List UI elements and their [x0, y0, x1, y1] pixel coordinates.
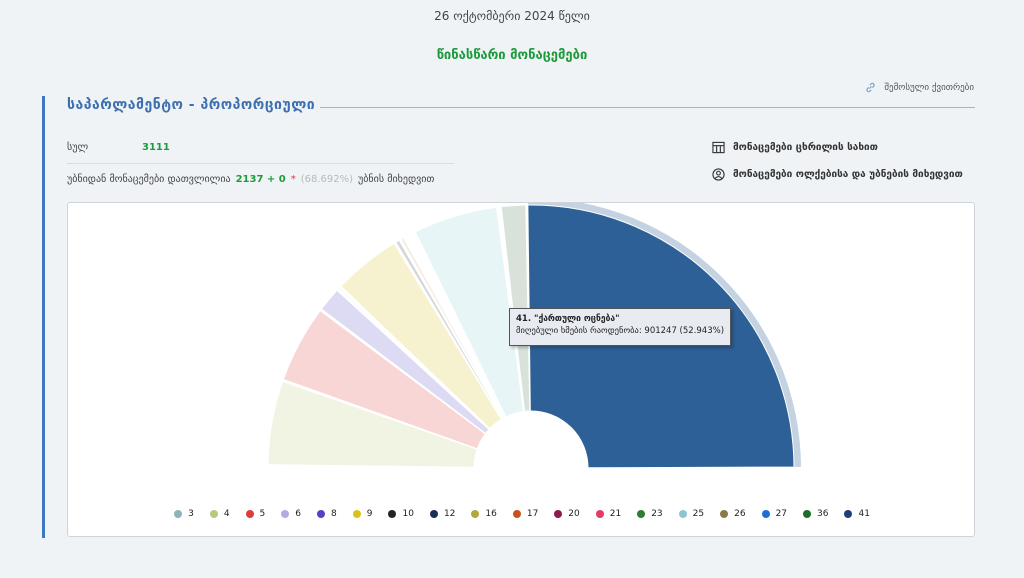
chart-container: 41. "ქართული ოცნება" მიღებული ხმების რაო…	[67, 202, 975, 537]
legend-label-12: 12	[443, 509, 456, 519]
legend-item-6[interactable]: 6	[281, 509, 301, 519]
legend-label-4: 4	[223, 509, 230, 519]
legend-dot-41	[844, 510, 853, 518]
legend-label-3: 3	[188, 509, 194, 519]
legend-item-9[interactable]: 9	[352, 509, 373, 519]
counted-row: უბნიდან მონაცემები დათვლილია 2137 + 0 * …	[67, 174, 434, 185]
legend-label-9: 9	[366, 509, 373, 519]
legend-item-12[interactable]: 12	[429, 509, 456, 519]
legend-label-26: 26	[734, 509, 746, 519]
legend-label-36: 36	[817, 509, 829, 519]
table-view-label: მონაცემები ცხრილის სახით	[733, 142, 878, 153]
legend-dot-36	[803, 510, 812, 518]
legend-dot-27	[761, 510, 770, 518]
legend-item-27[interactable]: 27	[761, 509, 788, 519]
legend-dot-6	[281, 510, 290, 518]
legend-label-21: 21	[609, 509, 622, 519]
legend-item-3[interactable]: 3	[174, 509, 194, 519]
counted-label: უბნიდან მონაცემები დათვლილია	[67, 174, 231, 185]
legend-item-16[interactable]: 16	[471, 509, 497, 519]
legend-label-41: 41	[858, 509, 870, 519]
legend-label-5: 5	[259, 509, 266, 519]
legend-label-20: 20	[568, 509, 580, 519]
slice-4[interactable]	[267, 380, 478, 468]
legend-label-10: 10	[402, 509, 414, 519]
date-label: 26 ოქტომბერი 2024 წელი	[434, 9, 590, 23]
counted-value: 2137 + 0	[235, 174, 286, 185]
stats-divider	[67, 163, 454, 164]
legend-label-17: 17	[526, 509, 539, 519]
counted-percent: (68.692%)	[300, 174, 354, 185]
location-pin-icon	[712, 168, 725, 181]
slice-5[interactable]	[282, 309, 487, 450]
legend-item-36[interactable]: 36	[803, 509, 828, 519]
legend-label-16: 16	[485, 509, 497, 519]
total-label: სულ	[67, 142, 89, 153]
legend-label-27: 27	[775, 509, 788, 519]
district-data-link[interactable]: მონაცემები ოლქებისა და უბნების მიხედვით	[712, 168, 963, 181]
slice-25[interactable]	[414, 206, 525, 418]
tooltip-votes-label: მიღებული ხმების რაოდენობა:	[516, 326, 642, 336]
legend-item-41[interactable]: 41	[844, 509, 870, 519]
legend-dot-5	[245, 510, 254, 518]
tooltip-party: 41. "ქართული ოცნება"	[516, 314, 620, 324]
legend-item-20[interactable]: 20	[554, 509, 580, 519]
legend-item-25[interactable]: 25	[678, 509, 705, 519]
legend-item-4[interactable]: 4	[209, 509, 230, 519]
table-icon	[712, 141, 725, 154]
legend-dot-9	[352, 510, 361, 518]
chart-legend: 3 4 5 6 8 9 10 12 16 17 20 21 23 25 26 27 36 41	[68, 509, 976, 519]
legend-label-23: 23	[651, 509, 663, 519]
legend-dot-16	[471, 510, 480, 518]
legend-dot-21	[595, 510, 604, 518]
legend-dot-3	[174, 510, 183, 518]
section-accent-bar	[42, 96, 45, 538]
seat-chart	[267, 203, 801, 469]
counted-star: *	[290, 174, 296, 185]
counted-suffix: უბნის მიხედვით	[358, 174, 435, 185]
legend-dot-4	[209, 510, 218, 518]
legend-item-17[interactable]: 17	[512, 509, 539, 519]
district-data-label: მონაცემები ოლქებისა და უბნების მიხედვით	[733, 169, 963, 180]
legend-item-5[interactable]: 5	[245, 509, 266, 519]
legend-item-23[interactable]: 23	[637, 509, 663, 519]
history-link-label: შემოსული ქვითრები	[884, 82, 974, 93]
legend-item-21[interactable]: 21	[595, 509, 622, 519]
legend-dot-26	[720, 510, 729, 518]
tooltip-votes-value: 901247 (52.943%)	[644, 326, 725, 336]
legend-label-6: 6	[295, 509, 302, 519]
legend-dot-17	[512, 510, 521, 518]
legend-dot-8	[317, 510, 326, 518]
section-divider	[320, 107, 975, 108]
legend-dot-10	[388, 510, 397, 518]
section-title: საპარლამენტო - პროპორციული	[67, 97, 316, 113]
legend-label-25: 25	[692, 509, 705, 519]
chart-tooltip: 41. "ქართული ოცნება" მიღებული ხმების რაო…	[509, 308, 731, 346]
total-row: სულ 3111	[67, 142, 454, 153]
history-link[interactable]: შემოსული ქვითრები	[865, 82, 974, 93]
legend-item-26[interactable]: 26	[720, 509, 746, 519]
legend-dot-23	[637, 510, 646, 518]
page-title: წინასწარი მონაცემები	[436, 48, 588, 63]
legend-item-8[interactable]: 8	[317, 509, 337, 519]
total-value: 3111	[142, 142, 170, 153]
legend-dot-12	[429, 510, 438, 518]
legend-label-8: 8	[331, 509, 337, 519]
legend-item-10[interactable]: 10	[388, 509, 414, 519]
link-icon	[866, 82, 875, 93]
tooltip-votes: მიღებული ხმების რაოდენობა: 901247 (52.94…	[516, 325, 724, 337]
legend-dot-20	[554, 510, 563, 518]
table-view-link[interactable]: მონაცემები ცხრილის სახით	[712, 141, 878, 154]
legend-dot-25	[678, 510, 687, 518]
slice-9[interactable]	[340, 242, 503, 430]
